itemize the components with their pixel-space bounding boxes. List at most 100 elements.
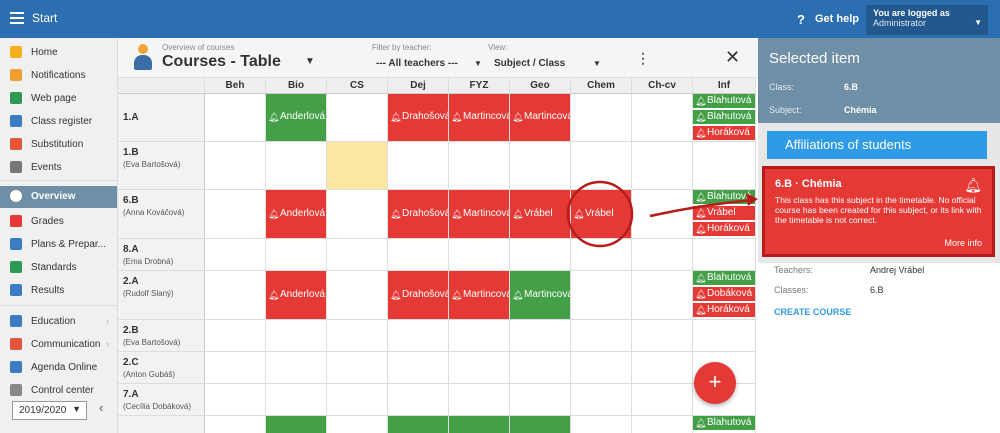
page-title[interactable]: Courses - Table	[162, 53, 281, 70]
help-icon[interactable]: ?	[797, 12, 805, 27]
sidebar-item-web-page[interactable]: Web page	[0, 88, 117, 110]
sidebar-item-communication[interactable]: Communication ›	[0, 334, 117, 356]
course-cell[interactable]	[388, 142, 449, 190]
course-cell[interactable]	[327, 239, 388, 271]
course-cell[interactable]	[205, 271, 266, 320]
course-cell[interactable]	[449, 239, 510, 271]
sidebar-item-education[interactable]: Education ›	[0, 311, 117, 333]
course-cell[interactable]	[693, 239, 756, 271]
course-entry[interactable]: 🔔︎ Horáková	[693, 303, 755, 318]
course-cell[interactable]	[205, 94, 266, 142]
course-cell[interactable]	[388, 239, 449, 271]
column-header[interactable]: FYZ	[449, 78, 510, 94]
course-cell[interactable]	[571, 352, 632, 384]
course-cell[interactable]: 🔔︎ Blahutová 🔔︎ Blahutová 🔔︎ Horáková	[693, 94, 756, 142]
title-dropdown-icon[interactable]: ▼	[305, 56, 315, 67]
row-header[interactable]: 1.A	[118, 94, 205, 142]
course-cell[interactable]	[449, 416, 510, 433]
course-cell[interactable]: 🔔︎ Drahošová	[388, 94, 449, 142]
course-entry[interactable]: 🔔︎ Horáková	[693, 126, 755, 141]
column-header[interactable]: CS	[327, 78, 388, 94]
course-cell[interactable]	[571, 384, 632, 416]
course-cell[interactable]	[327, 190, 388, 239]
course-cell[interactable]	[327, 352, 388, 384]
sidebar-item-notifications[interactable]: Notifications	[0, 65, 117, 87]
close-icon[interactable]: ✕	[725, 47, 741, 67]
course-cell[interactable]: 🔔︎ Blahutová	[693, 416, 756, 433]
course-cell[interactable]	[449, 352, 510, 384]
course-cell[interactable]	[266, 320, 327, 352]
course-cell[interactable]: 🔔︎ Martincová	[510, 271, 571, 320]
course-cell[interactable]	[632, 239, 693, 271]
course-cell[interactable]	[266, 384, 327, 416]
course-cell[interactable]	[510, 239, 571, 271]
course-cell[interactable]	[632, 320, 693, 352]
course-entry[interactable]: 🔔︎ Blahutová	[693, 271, 755, 286]
course-cell[interactable]	[693, 384, 756, 416]
course-cell[interactable]	[510, 352, 571, 384]
row-header[interactable]: 2.A (Rudolf Slaný)	[118, 271, 205, 320]
row-header[interactable]: 1.B (Eva Bartošová)	[118, 142, 205, 190]
course-cell[interactable]	[632, 352, 693, 384]
column-header[interactable]: Inf	[693, 78, 756, 94]
sidebar-item-plans-prepar[interactable]: Plans & Prepar...	[0, 234, 117, 256]
course-entry[interactable]: 🔔︎ Horáková	[693, 222, 755, 237]
course-cell[interactable]	[449, 142, 510, 190]
course-cell[interactable]	[510, 320, 571, 352]
row-header[interactable]	[118, 416, 205, 433]
column-header[interactable]: Chem	[571, 78, 632, 94]
collapse-sidebar-icon[interactable]: ‹	[99, 400, 104, 415]
course-cell[interactable]: 🔔︎ Anderlová	[266, 190, 327, 239]
sidebar-item-standards[interactable]: Standards	[0, 257, 117, 279]
course-cell[interactable]	[571, 94, 632, 142]
course-cell[interactable]	[510, 142, 571, 190]
course-cell[interactable]	[571, 239, 632, 271]
course-cell[interactable]	[693, 142, 756, 190]
sidebar-item-class-register[interactable]: Class register	[0, 111, 117, 133]
course-cell[interactable]	[205, 239, 266, 271]
course-cell[interactable]	[632, 142, 693, 190]
course-cell[interactable]	[205, 142, 266, 190]
start-link[interactable]: Start	[32, 11, 58, 25]
course-cell[interactable]	[571, 320, 632, 352]
sidebar-item-overview[interactable]: Overview	[0, 186, 117, 208]
course-entry[interactable]: 🔔︎ Dobáková	[693, 287, 755, 302]
course-cell[interactable]	[205, 352, 266, 384]
course-cell[interactable]	[693, 320, 756, 352]
course-cell[interactable]	[632, 94, 693, 142]
course-entry[interactable]: 🔔︎ Blahutová	[693, 94, 755, 109]
course-cell[interactable]	[632, 384, 693, 416]
course-cell[interactable]	[388, 352, 449, 384]
add-course-button[interactable]: +	[694, 362, 736, 404]
get-help-link[interactable]: Get help	[815, 13, 860, 25]
column-header[interactable]: Bio	[266, 78, 327, 94]
course-cell[interactable]: 🔔︎ Vrábel	[510, 190, 571, 239]
sidebar-item-grades[interactable]: Grades	[0, 211, 117, 233]
more-options-icon[interactable]: ⋮	[636, 50, 650, 66]
row-header[interactable]: 7.A (Cecília Dobáková)	[118, 384, 205, 416]
course-cell[interactable]	[388, 416, 449, 433]
course-cell[interactable]	[632, 271, 693, 320]
sidebar-item-home[interactable]: Home	[0, 42, 117, 64]
course-cell[interactable]	[327, 94, 388, 142]
course-cell[interactable]	[571, 142, 632, 190]
course-cell[interactable]: 🔔︎ Vrábel	[571, 190, 632, 239]
affiliations-of-students-button[interactable]: Affiliations of students	[767, 131, 987, 159]
course-cell[interactable]	[205, 190, 266, 239]
course-cell[interactable]	[205, 384, 266, 416]
course-cell[interactable]	[449, 320, 510, 352]
more-info-link[interactable]: More info	[944, 238, 982, 248]
course-cell[interactable]	[266, 142, 327, 190]
course-cell[interactable]: 🔔︎ Blahutová 🔔︎ Vrábel 🔔︎ Horáková	[693, 190, 756, 239]
column-header[interactable]: Dej	[388, 78, 449, 94]
sidebar-item-substitution[interactable]: Substitution	[0, 134, 117, 156]
course-cell[interactable]: 🔔︎ Blahutová 🔔︎ Dobáková 🔔︎ Horáková	[693, 271, 756, 320]
course-missing-alert[interactable]: 6.B · Chémia This class has this subject…	[762, 166, 995, 257]
course-cell[interactable]	[327, 142, 388, 190]
row-header[interactable]: 8.A (Ema Drobná)	[118, 239, 205, 271]
course-entry[interactable]: 🔔︎ Blahutová	[693, 190, 755, 205]
course-cell[interactable]: 🔔︎ Drahošová	[388, 271, 449, 320]
course-cell[interactable]	[571, 416, 632, 433]
course-cell[interactable]: 🔔︎ Martincová	[449, 94, 510, 142]
course-cell[interactable]	[449, 384, 510, 416]
